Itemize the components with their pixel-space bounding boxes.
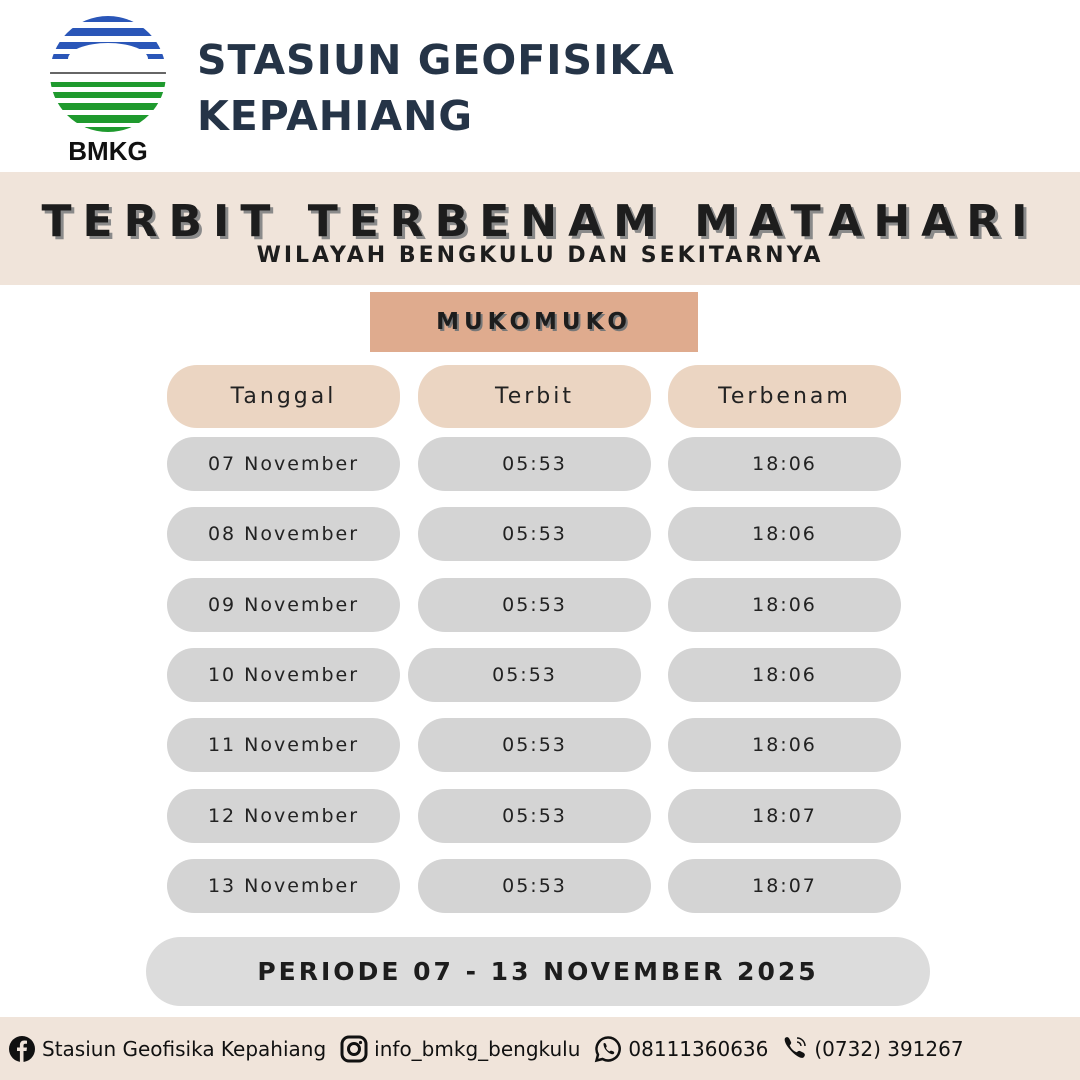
sunrise-cell: 05:53	[418, 718, 651, 773]
sunset-cell: 18:07	[668, 858, 901, 913]
phone-icon	[780, 1035, 808, 1063]
svg-text:BMKG: BMKG	[68, 136, 147, 164]
sunset-cell: 18:06	[668, 507, 901, 562]
column-header-date: Tanggal	[167, 365, 400, 428]
sunset-cell: 18:06	[668, 437, 901, 491]
page-subtitle: WILAYAH BENGKULU DAN SEKITARNYA	[256, 243, 824, 268]
phone-number[interactable]: (0732) 391267	[814, 1036, 964, 1061]
instagram-link[interactable]: info_bmkg_bengkulu	[374, 1036, 581, 1061]
sunset-cell: 18:07	[668, 788, 901, 843]
date-cell: 09 November	[167, 577, 400, 632]
station-name-line1: STASIUN GEOFISIKA	[197, 36, 675, 84]
title-band	[0, 172, 1080, 285]
column-header-sunrise: Terbit	[418, 365, 651, 428]
date-cell: 07 November	[167, 437, 400, 491]
sunrise-cell: 05:53	[418, 858, 651, 913]
date-cell: 08 November	[167, 507, 400, 562]
sunrise-cell: 05:53	[408, 647, 641, 702]
facebook-link[interactable]: Stasiun Geofisika Kepahiang	[42, 1036, 327, 1061]
period-label: PERIODE 07 - 13 NOVEMBER 2025	[146, 937, 930, 1006]
sunset-cell: 18:06	[668, 718, 901, 773]
instagram-icon	[340, 1035, 368, 1063]
sunrise-cell: 05:53	[418, 577, 651, 632]
whatsapp-icon	[594, 1035, 622, 1063]
sunrise-cell: 05:53	[418, 507, 651, 562]
date-cell: 11 November	[167, 718, 400, 773]
date-cell: 12 November	[167, 788, 400, 843]
facebook-icon	[8, 1035, 36, 1063]
sunrise-cell: 05:53	[418, 788, 651, 843]
sunset-cell: 18:06	[668, 577, 901, 632]
location-label: MUKOMUKO	[370, 292, 698, 352]
date-cell: 10 November	[167, 647, 400, 702]
whatsapp-number[interactable]: 08111360636	[628, 1036, 769, 1061]
footer-contacts: Stasiun Geofisika Kepahiang info_bmkg_be…	[0, 1017, 1080, 1080]
station-name-line2: KEPAHIANG	[197, 92, 474, 140]
column-header-sunset: Terbenam	[668, 365, 901, 428]
page-title: TERBIT TERBENAM MATAHARI	[41, 196, 1039, 247]
date-cell: 13 November	[167, 858, 400, 913]
sunrise-cell: 05:53	[418, 437, 651, 491]
bmkg-logo: BMKG	[48, 14, 168, 166]
sunset-cell: 18:06	[668, 647, 901, 702]
